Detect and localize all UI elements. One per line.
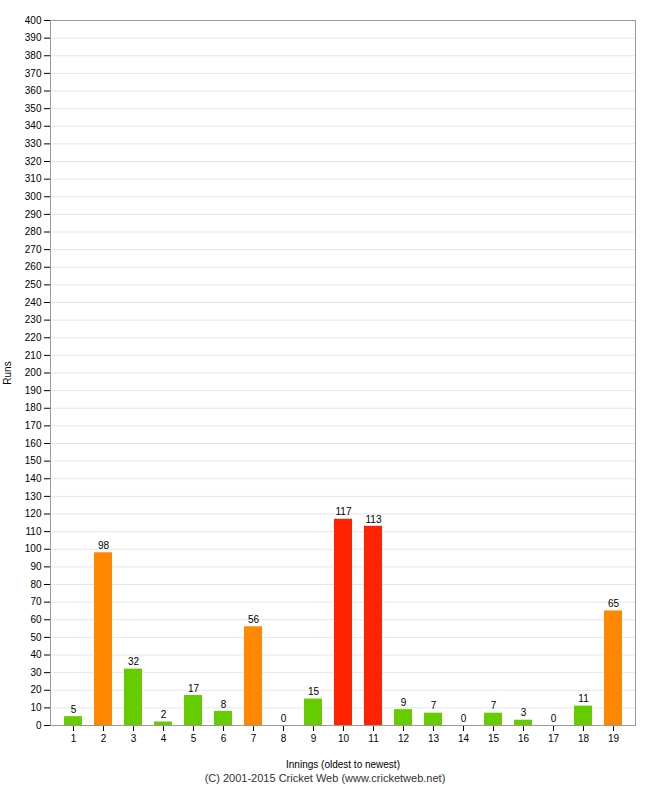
svg-text:390: 390 bbox=[25, 32, 42, 43]
svg-text:250: 250 bbox=[25, 279, 42, 290]
svg-text:16: 16 bbox=[518, 733, 530, 744]
svg-text:30: 30 bbox=[30, 667, 42, 678]
svg-text:330: 330 bbox=[25, 138, 42, 149]
svg-text:340: 340 bbox=[25, 120, 42, 131]
svg-text:18: 18 bbox=[578, 733, 590, 744]
svg-text:9: 9 bbox=[401, 697, 407, 708]
svg-text:190: 190 bbox=[25, 385, 42, 396]
svg-text:56: 56 bbox=[248, 614, 260, 625]
svg-text:4: 4 bbox=[161, 733, 167, 744]
svg-text:290: 290 bbox=[25, 209, 42, 220]
svg-text:17: 17 bbox=[188, 683, 200, 694]
svg-text:150: 150 bbox=[25, 455, 42, 466]
svg-text:15: 15 bbox=[488, 733, 500, 744]
svg-text:0: 0 bbox=[461, 713, 467, 724]
svg-text:0: 0 bbox=[281, 713, 287, 724]
svg-text:160: 160 bbox=[25, 438, 42, 449]
svg-text:230: 230 bbox=[25, 314, 42, 325]
svg-text:7: 7 bbox=[431, 700, 437, 711]
svg-text:110: 110 bbox=[26, 526, 42, 537]
svg-text:240: 240 bbox=[25, 297, 42, 308]
svg-text:320: 320 bbox=[25, 156, 42, 167]
svg-text:370: 370 bbox=[25, 68, 42, 79]
svg-text:6: 6 bbox=[221, 733, 227, 744]
svg-text:10: 10 bbox=[338, 733, 350, 744]
svg-text:360: 360 bbox=[25, 85, 42, 96]
svg-text:120: 120 bbox=[25, 508, 42, 519]
svg-text:60: 60 bbox=[30, 614, 42, 625]
svg-text:Innings (oldest to newest): Innings (oldest to newest) bbox=[286, 759, 400, 770]
svg-text:280: 280 bbox=[25, 226, 42, 237]
svg-text:13: 13 bbox=[428, 733, 440, 744]
svg-text:310: 310 bbox=[25, 173, 42, 184]
svg-text:50: 50 bbox=[30, 632, 42, 643]
svg-text:20: 20 bbox=[30, 684, 42, 695]
svg-text:180: 180 bbox=[25, 402, 42, 413]
svg-text:7: 7 bbox=[491, 700, 497, 711]
svg-text:19: 19 bbox=[608, 733, 620, 744]
svg-text:8: 8 bbox=[281, 733, 287, 744]
svg-text:5: 5 bbox=[191, 733, 197, 744]
svg-text:40: 40 bbox=[30, 649, 42, 660]
svg-text:400: 400 bbox=[25, 15, 42, 26]
svg-text:5: 5 bbox=[71, 704, 77, 715]
svg-text:90: 90 bbox=[30, 561, 42, 572]
svg-text:117: 117 bbox=[336, 506, 352, 517]
svg-text:3: 3 bbox=[131, 733, 137, 744]
svg-text:7: 7 bbox=[251, 733, 257, 744]
svg-text:65: 65 bbox=[608, 598, 620, 609]
svg-text:210: 210 bbox=[25, 350, 42, 361]
html-text:(C) 2001-2015 Cricket Web (www: (C) 2001-2015 Cricket Web (www.cricketwe… bbox=[204, 772, 446, 784]
svg-text:220: 220 bbox=[25, 332, 42, 343]
svg-text:0: 0 bbox=[551, 713, 557, 724]
svg-text:260: 260 bbox=[25, 261, 42, 272]
svg-text:300: 300 bbox=[25, 191, 42, 202]
svg-text:140: 140 bbox=[25, 473, 42, 484]
svg-text:11: 11 bbox=[578, 693, 589, 704]
svg-text:Runs: Runs bbox=[2, 361, 13, 384]
svg-text:2: 2 bbox=[161, 709, 167, 720]
svg-text:130: 130 bbox=[25, 491, 42, 502]
svg-text:2: 2 bbox=[101, 733, 107, 744]
svg-text:12: 12 bbox=[398, 733, 410, 744]
svg-text:10: 10 bbox=[30, 702, 42, 713]
svg-text:70: 70 bbox=[30, 596, 42, 607]
svg-text:14: 14 bbox=[458, 733, 470, 744]
svg-text:1: 1 bbox=[71, 733, 77, 744]
svg-text:170: 170 bbox=[25, 420, 42, 431]
svg-text:80: 80 bbox=[30, 579, 42, 590]
svg-text:17: 17 bbox=[548, 733, 560, 744]
svg-text:98: 98 bbox=[98, 540, 110, 551]
svg-text:270: 270 bbox=[25, 244, 42, 255]
svg-text:350: 350 bbox=[25, 103, 42, 114]
svg-text:15: 15 bbox=[308, 686, 320, 697]
svg-text:380: 380 bbox=[25, 50, 42, 61]
svg-text:3: 3 bbox=[521, 707, 527, 718]
svg-text:32: 32 bbox=[128, 656, 140, 667]
svg-text:113: 113 bbox=[366, 514, 382, 525]
svg-text:0: 0 bbox=[36, 720, 42, 731]
svg-text:9: 9 bbox=[311, 733, 317, 744]
svg-text:100: 100 bbox=[25, 543, 42, 554]
svg-text:200: 200 bbox=[25, 367, 42, 378]
svg-text:11: 11 bbox=[368, 733, 379, 744]
svg-text:8: 8 bbox=[221, 699, 227, 710]
